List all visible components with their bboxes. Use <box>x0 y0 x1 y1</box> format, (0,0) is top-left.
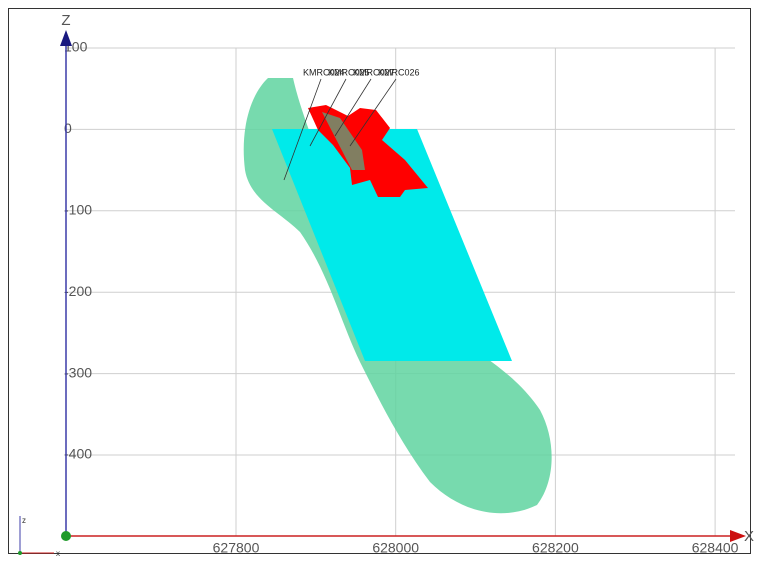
z-tick-label: -400 <box>64 446 92 462</box>
x-axis-label: X <box>744 528 754 545</box>
z-tick-label: -200 <box>64 283 92 299</box>
z-tick-label: 0 <box>64 120 72 136</box>
x-tick-label: 627800 <box>213 540 260 556</box>
z-axis-label: Z <box>61 12 70 29</box>
x-tick-label: 628200 <box>532 540 579 556</box>
origin <box>61 531 71 541</box>
drillhole-label: KMRC026 <box>378 67 420 77</box>
z-tick-label: -300 <box>64 364 92 380</box>
z-tick-label: -100 <box>64 202 92 218</box>
x-tick-label: 628400 <box>692 540 739 556</box>
x-tick-label: 628000 <box>372 540 419 556</box>
mini-z-label: z <box>22 516 26 525</box>
mini-origin <box>18 551 22 555</box>
viewer: 6278006280006282006284001000-100-200-300… <box>0 0 759 561</box>
mini-x-label: x <box>56 549 60 558</box>
